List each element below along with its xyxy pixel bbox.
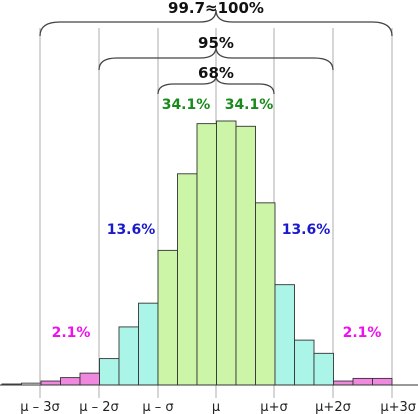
bar-10 bbox=[196, 123, 217, 386]
bar-18 bbox=[352, 377, 373, 386]
tick-label-0: μ – 3σ bbox=[20, 400, 60, 414]
annotation-blue-left: 13.6% bbox=[107, 222, 156, 238]
annotation-green-right: 34.1% bbox=[225, 97, 274, 113]
bar-15 bbox=[294, 339, 315, 386]
brace-label-95: 95% bbox=[198, 34, 234, 52]
bar-8 bbox=[157, 249, 178, 386]
bar-6 bbox=[118, 326, 139, 386]
bar-14 bbox=[274, 284, 295, 386]
brace-label-99-7: 99.7≈100% bbox=[168, 0, 264, 17]
brace-label-68: 68% bbox=[198, 64, 234, 82]
tick-label-3: μ bbox=[212, 400, 220, 414]
brace-68 bbox=[157, 75, 275, 95]
tick-label-2: μ – σ bbox=[142, 400, 173, 414]
bar-2 bbox=[40, 380, 61, 386]
x-axis-ticks: μ – 3σ μ – 2σ μ – σ μ μ+σ μ+2σ μ+3σ bbox=[20, 400, 416, 414]
tick-label-1: μ – 2σ bbox=[79, 400, 119, 414]
tick-label-6: μ+3σ bbox=[380, 400, 416, 414]
annotation-magenta-right: 2.1% bbox=[343, 325, 382, 341]
bar-4 bbox=[79, 372, 100, 386]
bar-12 bbox=[235, 125, 256, 386]
bar-3 bbox=[60, 377, 81, 386]
bar-9 bbox=[177, 173, 198, 386]
bar-19 bbox=[372, 377, 393, 386]
bar-17 bbox=[333, 380, 354, 386]
annotation-magenta-left: 2.1% bbox=[52, 325, 91, 341]
tick-label-4: μ+σ bbox=[260, 400, 287, 414]
tick-label-5: μ+2σ bbox=[315, 400, 351, 414]
annotation-green-left: 34.1% bbox=[162, 97, 211, 113]
histogram-bars bbox=[1, 120, 393, 386]
bar-7 bbox=[138, 302, 159, 386]
brace-95 bbox=[98, 46, 334, 71]
bar-13 bbox=[255, 202, 276, 386]
bar-16 bbox=[313, 352, 334, 386]
bar-11 bbox=[216, 120, 237, 386]
brace-99-7 bbox=[39, 9, 393, 37]
bar-5 bbox=[99, 358, 120, 386]
annotation-blue-right: 13.6% bbox=[282, 222, 331, 238]
